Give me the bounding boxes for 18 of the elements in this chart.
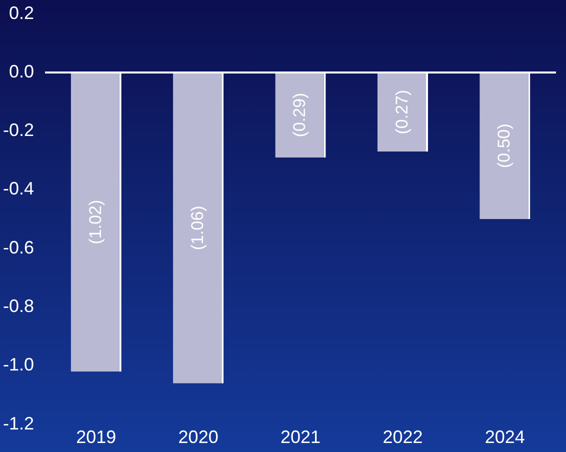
data-label: (0.29) [290, 92, 310, 138]
x-tick-label: 2019 [76, 427, 116, 448]
y-tick-label: 0.2 [8, 2, 34, 23]
x-tick-label: 2021 [280, 427, 321, 448]
y-tick-label: -1.2 [2, 413, 34, 434]
y-tick-label: -0.4 [2, 178, 34, 199]
data-label: (0.27) [392, 90, 412, 134]
x-tick-label: 2022 [382, 427, 423, 448]
data-label: (1.06) [188, 206, 207, 250]
x-tick-label: 2024 [484, 427, 525, 448]
data-label: (1.02) [86, 200, 105, 244]
y-tick-label: -0.8 [2, 296, 34, 316]
y-tick-label: -0.6 [2, 237, 34, 258]
y-tick-label: 0.0 [8, 61, 34, 82]
x-tick-label: 2020 [178, 427, 218, 448]
data-label: (0.50) [494, 124, 514, 168]
y-tick-label: -0.2 [2, 120, 34, 140]
y-tick-label: -1.0 [2, 354, 34, 375]
